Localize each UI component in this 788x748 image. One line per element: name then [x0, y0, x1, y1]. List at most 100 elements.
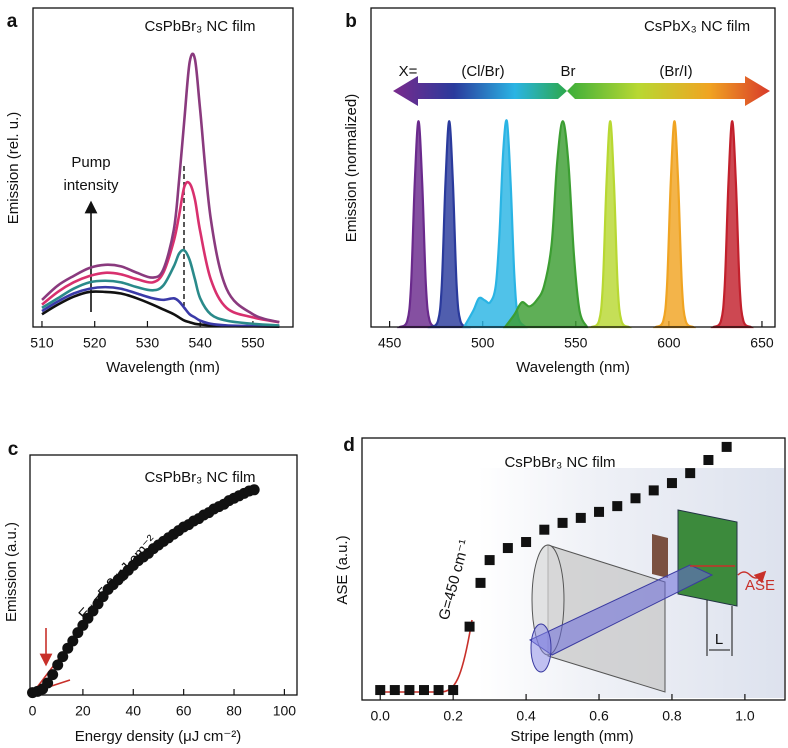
x-tick-label: 40 — [125, 703, 141, 719]
decor — [29, 76, 784, 698]
annotation: (Br/I) — [659, 63, 692, 80]
area-series — [588, 120, 632, 329]
x-axis-label: Stripe length (mm) — [510, 728, 633, 745]
beam-end — [530, 623, 552, 673]
point — [612, 501, 623, 512]
panel-label: d — [343, 435, 355, 456]
point — [685, 468, 696, 479]
y-axis-label: ASE (a.u.) — [334, 535, 351, 604]
point — [539, 524, 550, 535]
point — [67, 635, 79, 647]
x-tick-label: 100 — [273, 703, 297, 719]
x-tick-label: 0.2 — [443, 708, 463, 724]
x-axis-label: Wavelength (nm) — [106, 359, 220, 376]
x-tick-label: 550 — [241, 335, 265, 351]
point — [575, 512, 586, 523]
x-tick-label: 530 — [136, 335, 160, 351]
area-series — [710, 120, 754, 329]
plot-frame — [361, 437, 786, 701]
x-tick-label: 540 — [189, 335, 213, 351]
x-tick-label: 0 — [29, 703, 37, 719]
annotation: (Cl/Br) — [461, 63, 504, 80]
area-series — [502, 120, 589, 329]
area-series — [396, 120, 441, 329]
point — [630, 493, 641, 504]
point — [557, 517, 568, 528]
point — [42, 677, 54, 689]
point — [484, 555, 495, 566]
ase-arrow — [737, 570, 767, 584]
halide-arrow-right — [567, 76, 770, 106]
point — [666, 478, 677, 489]
annotation: Eₜₕ=5.3 μJ cm⁻² — [75, 532, 160, 623]
point — [418, 685, 429, 696]
point — [464, 621, 475, 632]
panel-label: c — [8, 439, 19, 460]
x-tick-label: 510 — [30, 335, 54, 351]
annotation: G=450 cm⁻¹ — [436, 538, 474, 622]
area-series — [652, 120, 697, 329]
x-tick-label: 450 — [378, 335, 402, 351]
annotation: Pump — [71, 154, 110, 171]
point — [648, 485, 659, 496]
area-series — [462, 119, 528, 329]
slit — [652, 534, 668, 578]
point — [404, 685, 415, 696]
point — [57, 651, 69, 663]
panel-label: b — [345, 11, 357, 32]
x-tick-label: 0.8 — [662, 708, 682, 724]
panel-title: CsPbBr₃ NC film — [144, 18, 255, 35]
y-axis-label: Emission (normalized) — [343, 94, 360, 242]
point — [389, 685, 400, 696]
plot-frame — [32, 7, 294, 328]
annotation: L — [715, 631, 723, 648]
plot-frame — [370, 7, 776, 328]
point — [448, 685, 459, 696]
x-tick-label: 1.0 — [735, 708, 755, 724]
annotation: Br — [561, 63, 576, 80]
panel-title: CsPbBr₃ NC film — [504, 454, 615, 471]
point — [521, 537, 532, 548]
point — [703, 455, 714, 466]
y-axis-label: Emission (rel. u.) — [5, 112, 22, 225]
point — [248, 484, 260, 496]
point — [721, 441, 732, 452]
line-series — [41, 248, 280, 327]
point — [52, 659, 64, 671]
x-tick-label: 600 — [657, 335, 681, 351]
x-tick-label: 500 — [471, 335, 495, 351]
point — [502, 543, 513, 554]
x-tick-label: 20 — [75, 703, 91, 719]
x-tick-label: 550 — [564, 335, 588, 351]
x-axis-label: Wavelength (nm) — [516, 359, 630, 376]
y-axis-label: Emission (a.u.) — [3, 522, 20, 622]
point — [475, 577, 486, 588]
sample-plate — [677, 509, 738, 607]
x-axis-label: Energy density (μJ cm⁻²) — [75, 728, 242, 745]
fit-curve — [381, 619, 473, 693]
panel-title: CsPbBr₃ NC film — [144, 469, 255, 486]
x-tick-label: 520 — [83, 335, 107, 351]
annotation: X= — [399, 63, 418, 80]
line-series — [41, 285, 280, 328]
annotation: intensity — [63, 177, 119, 194]
x-tick-label: 80 — [226, 703, 242, 719]
area-series — [427, 120, 471, 329]
line-series — [41, 180, 280, 324]
line-series — [41, 290, 280, 328]
panel-title: CsPbX₃ NC film — [644, 18, 750, 35]
halide-arrow-left — [393, 76, 567, 106]
x-tick-label: 650 — [750, 335, 774, 351]
x-tick-label: 0.6 — [589, 708, 609, 724]
x-tick-label: 60 — [176, 703, 192, 719]
plot-frame — [29, 454, 298, 696]
line-series — [41, 52, 280, 324]
panel-label: a — [7, 11, 18, 32]
x-tick-label: 0.4 — [516, 708, 536, 724]
point — [375, 685, 386, 696]
point — [47, 669, 59, 681]
point — [433, 685, 444, 696]
x-tick-label: 0.0 — [370, 708, 390, 724]
annotation: ASE — [745, 577, 775, 594]
